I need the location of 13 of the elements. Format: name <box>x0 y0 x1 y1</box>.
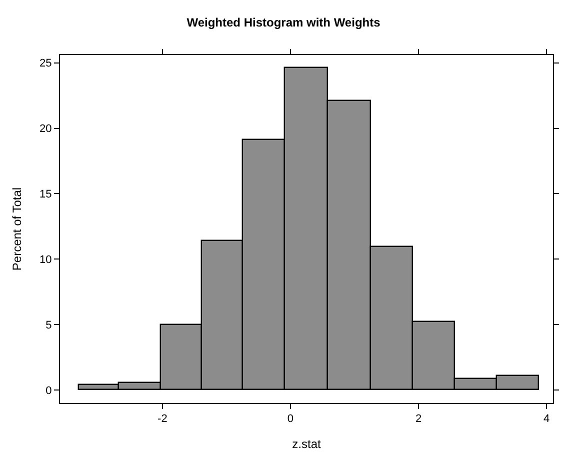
y-tick-label: 20 <box>40 123 52 136</box>
y-tick-label: 15 <box>40 188 52 201</box>
x-tick-label: 0 <box>287 413 294 426</box>
y-axis-title: Percent of Total <box>10 187 24 271</box>
y-tick-label: 5 <box>46 319 52 332</box>
y-tick-label: 10 <box>40 254 52 266</box>
x-tick-label: 2 <box>415 413 422 426</box>
x-tick-label: 4 <box>544 413 550 426</box>
chart-title: Weighted Histogram with Weights <box>186 16 381 30</box>
y-tick-label: 25 <box>40 58 52 70</box>
x-tick-label: -2 <box>158 413 168 426</box>
y-tick-label: 0 <box>46 384 52 397</box>
x-axis-title: z.stat <box>292 437 322 452</box>
